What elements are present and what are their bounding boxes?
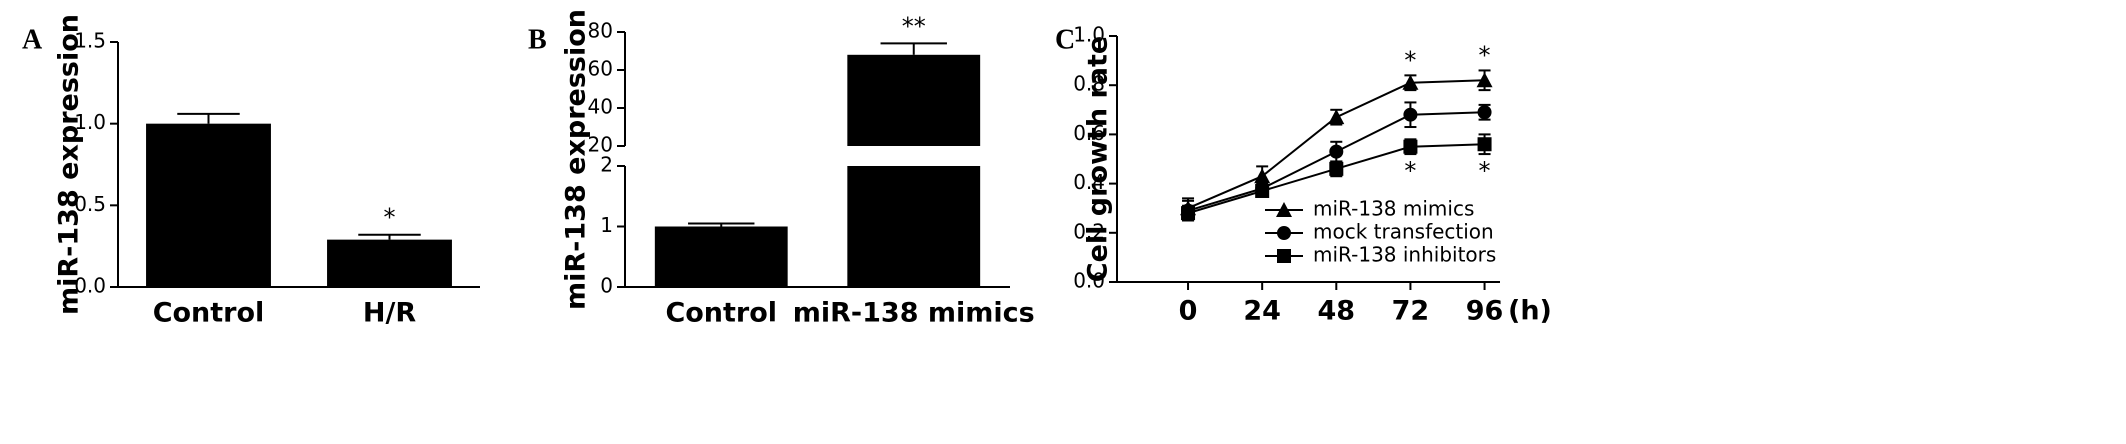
panel-label: A bbox=[22, 24, 43, 55]
y-tick-label: 1.0 bbox=[1073, 23, 1105, 47]
marker bbox=[1477, 137, 1492, 152]
x-tick-label: 48 bbox=[1318, 296, 1356, 327]
legend-label: mock transfection bbox=[1313, 220, 1494, 244]
x-tick-label: 96 bbox=[1466, 296, 1504, 327]
y-tick-label: 0.4 bbox=[1073, 170, 1105, 194]
significance: * bbox=[1479, 41, 1491, 69]
y-tick-label: 0.6 bbox=[1073, 121, 1105, 145]
bar bbox=[654, 226, 788, 287]
y-tick-label: 2 bbox=[600, 153, 613, 177]
marker bbox=[1403, 139, 1418, 154]
legend-label: miR-138 inhibitors bbox=[1313, 243, 1496, 267]
significance: * bbox=[1479, 157, 1491, 185]
x-tick-label: miR-138 mimics bbox=[793, 298, 1035, 329]
panel-label: C bbox=[1055, 24, 1075, 55]
x-tick-label: Control bbox=[153, 298, 265, 329]
y-tick-label: 1 bbox=[600, 213, 613, 237]
marker bbox=[1329, 161, 1344, 176]
y-tick-label: 0.8 bbox=[1073, 72, 1105, 96]
legend-marker bbox=[1277, 249, 1291, 263]
x-tick-label: 0 bbox=[1179, 296, 1198, 327]
legend-marker bbox=[1277, 226, 1291, 240]
marker bbox=[1181, 206, 1196, 221]
marker bbox=[1254, 168, 1271, 184]
bar bbox=[847, 54, 981, 146]
x-tick-label: Control bbox=[665, 298, 777, 329]
y-tick-label: 0.0 bbox=[74, 274, 106, 298]
y-tick-label: 40 bbox=[588, 95, 613, 119]
marker bbox=[1477, 105, 1492, 120]
x-axis-label: (h) bbox=[1508, 296, 1552, 327]
marker bbox=[1328, 109, 1345, 125]
marker bbox=[1329, 144, 1344, 159]
panel-label: B bbox=[528, 24, 547, 55]
y-tick-label: 60 bbox=[588, 57, 613, 81]
significance: ** bbox=[902, 12, 926, 40]
y-axis-label: miR-138 expression bbox=[561, 9, 592, 310]
marker bbox=[1476, 72, 1493, 88]
x-tick-label: 72 bbox=[1392, 296, 1430, 327]
marker bbox=[1402, 74, 1419, 90]
legend-label: miR-138 mimics bbox=[1313, 197, 1474, 221]
marker bbox=[1255, 183, 1270, 198]
y-tick-label: 0.0 bbox=[1073, 269, 1105, 293]
bar bbox=[146, 123, 271, 288]
y-tick-label: 1.5 bbox=[74, 29, 106, 53]
y-tick-label: 80 bbox=[588, 19, 613, 43]
y-axis-label: Cell growth rate bbox=[1083, 36, 1114, 282]
bar bbox=[847, 166, 981, 287]
y-tick-label: 0.5 bbox=[74, 192, 106, 216]
y-tick-label: 0 bbox=[600, 274, 613, 298]
legend-marker bbox=[1276, 202, 1292, 217]
bar bbox=[327, 239, 452, 287]
y-tick-label: 0.2 bbox=[1073, 219, 1105, 243]
significance: * bbox=[1404, 157, 1416, 185]
x-tick-label: 24 bbox=[1243, 296, 1281, 327]
y-axis-label: miR-138 expression bbox=[54, 14, 85, 315]
marker bbox=[1403, 107, 1418, 122]
significance: * bbox=[1404, 46, 1416, 74]
significance: * bbox=[384, 204, 396, 232]
x-tick-label: H/R bbox=[363, 298, 416, 329]
y-tick-label: 20 bbox=[588, 133, 613, 157]
y-tick-label: 1.0 bbox=[74, 110, 106, 134]
